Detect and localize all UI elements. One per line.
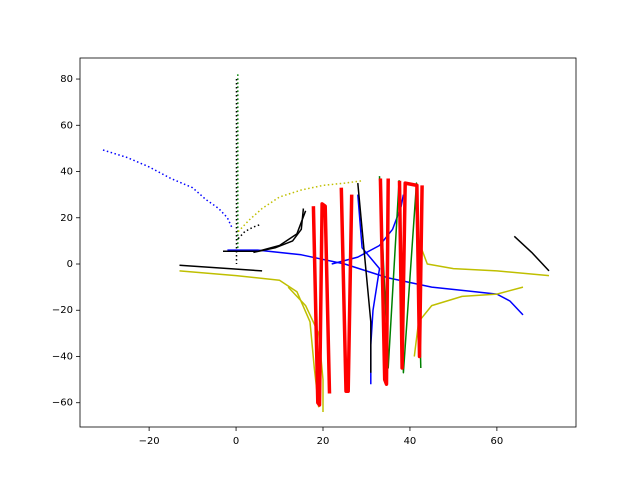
data-line — [378, 178, 390, 386]
x-tick-label: 0 — [233, 436, 239, 447]
data-line — [179, 270, 320, 408]
y-tick-label: 20 — [60, 213, 73, 224]
y-tick-label: 0 — [67, 259, 73, 270]
x-tick-label: 60 — [491, 436, 504, 447]
data-line — [357, 183, 372, 373]
y-tick-label: 60 — [60, 120, 73, 131]
axes-frame — [79, 57, 577, 428]
data-line — [237, 180, 363, 233]
data-line — [513, 235, 550, 272]
y-tick-label: −40 — [52, 351, 73, 362]
data-line — [237, 223, 261, 240]
data-line — [311, 202, 332, 407]
data-line — [179, 264, 263, 272]
y-tick-label: 80 — [60, 74, 73, 85]
data-line — [397, 180, 424, 370]
data-line — [339, 187, 354, 393]
y-tick-label: 40 — [60, 167, 73, 178]
x-tick-label: −20 — [139, 436, 160, 447]
data-line — [253, 208, 305, 254]
data-line — [417, 240, 550, 277]
data-line — [102, 149, 233, 228]
x-tick-label: 40 — [404, 436, 417, 447]
y-tick-label: −20 — [52, 305, 73, 316]
y-tick-label: −60 — [52, 398, 73, 409]
x-tick-label: 20 — [317, 436, 330, 447]
